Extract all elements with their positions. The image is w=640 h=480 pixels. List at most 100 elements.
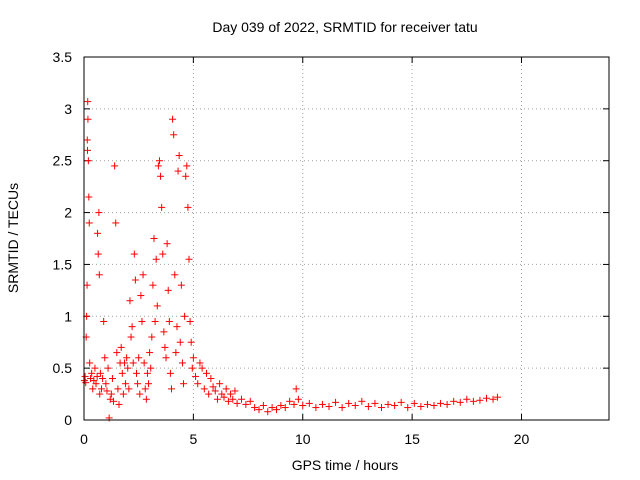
- data-point: [140, 359, 148, 367]
- data-point: [152, 255, 160, 263]
- x-axis-label: GPS time / hours: [292, 457, 399, 473]
- data-point: [177, 281, 185, 289]
- data-point: [198, 364, 206, 372]
- data-point: [115, 400, 123, 408]
- data-point: [294, 395, 302, 403]
- data-point: [246, 397, 254, 405]
- data-point: [83, 281, 91, 289]
- data-point: [84, 115, 92, 123]
- data-point: [231, 387, 239, 395]
- data-point: [181, 312, 189, 320]
- data-point: [325, 403, 333, 411]
- x-tick-label: 15: [404, 431, 420, 447]
- data-point: [94, 250, 102, 258]
- data-point: [378, 404, 385, 412]
- data-point: [153, 302, 161, 310]
- data-point: [104, 364, 112, 372]
- data-point: [94, 229, 102, 237]
- data-point: [364, 403, 372, 411]
- data-point: [175, 152, 183, 160]
- data-point: [312, 404, 320, 412]
- data-point: [163, 240, 171, 248]
- data-point: [127, 333, 135, 341]
- data-point: [143, 369, 151, 377]
- data-series-srmtid: [80, 98, 501, 422]
- data-point: [417, 403, 425, 411]
- data-point: [358, 397, 366, 405]
- data-point: [84, 98, 92, 106]
- data-point: [222, 385, 230, 393]
- data-point: [187, 338, 195, 346]
- y-tick-label: 1.5: [53, 256, 73, 272]
- data-point: [286, 397, 294, 405]
- data-point: [183, 162, 191, 170]
- data-point: [169, 115, 177, 123]
- data-point: [430, 401, 438, 409]
- data-point: [443, 400, 451, 408]
- data-point: [211, 387, 219, 395]
- data-point: [96, 369, 104, 377]
- data-point: [125, 385, 133, 393]
- data-point: [264, 408, 272, 416]
- data-point: [93, 372, 101, 380]
- data-point: [88, 369, 96, 377]
- data-point: [384, 400, 392, 408]
- data-point: [281, 404, 289, 412]
- data-point: [92, 380, 100, 388]
- data-point: [84, 146, 91, 154]
- data-point: [173, 323, 181, 331]
- data-point: [155, 157, 163, 165]
- data-point: [128, 323, 136, 331]
- data-point: [148, 333, 156, 341]
- data-point: [112, 219, 120, 227]
- data-point: [126, 297, 134, 305]
- y-tick-label: 2.5: [53, 153, 73, 169]
- x-tick-label: 5: [189, 431, 197, 447]
- data-point: [196, 359, 204, 367]
- data-point: [216, 380, 224, 388]
- data-point: [182, 172, 190, 180]
- data-point: [185, 255, 193, 263]
- data-point: [277, 401, 285, 409]
- data-point: [255, 406, 263, 414]
- data-point: [410, 399, 418, 407]
- data-point: [89, 385, 97, 393]
- data-point: [242, 400, 250, 408]
- y-tick-label: 2: [64, 205, 72, 221]
- data-point: [305, 399, 313, 407]
- data-point: [99, 375, 107, 383]
- data-point: [142, 395, 150, 403]
- y-tick-label: 3.5: [53, 49, 73, 65]
- data-point: [136, 390, 144, 398]
- data-point: [184, 203, 192, 211]
- data-point: [203, 369, 210, 377]
- data-point: [189, 354, 197, 362]
- data-point: [120, 359, 128, 367]
- data-point: [138, 317, 146, 325]
- y-axis-label: SRMTID / TECUs: [5, 183, 21, 293]
- y-tick-label: 1: [64, 308, 72, 324]
- data-point: [113, 349, 121, 357]
- data-point: [318, 400, 326, 408]
- data-point: [158, 203, 166, 211]
- data-point: [111, 162, 119, 170]
- data-point: [154, 162, 162, 170]
- data-point: [463, 395, 471, 403]
- data-point: [186, 317, 194, 325]
- data-point: [259, 401, 267, 409]
- data-point: [159, 250, 167, 258]
- data-point: [165, 317, 173, 325]
- data-point: [233, 399, 241, 407]
- data-point: [489, 395, 497, 403]
- data-point: [192, 372, 200, 380]
- plot-frame: [83, 56, 610, 421]
- data-point: [124, 364, 132, 372]
- data-point: [224, 397, 232, 405]
- data-point: [131, 276, 139, 284]
- data-point: [290, 400, 298, 408]
- data-point: [404, 404, 412, 412]
- data-point: [117, 343, 125, 351]
- data-point: [345, 399, 353, 407]
- data-point: [100, 317, 108, 325]
